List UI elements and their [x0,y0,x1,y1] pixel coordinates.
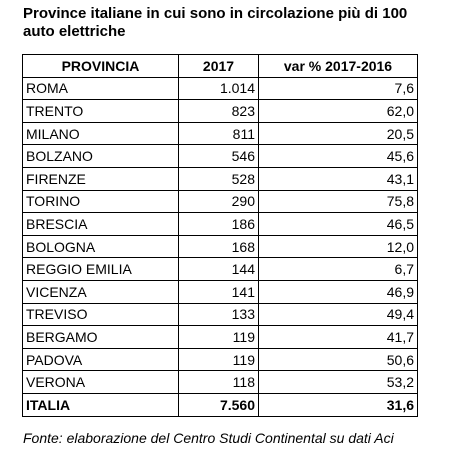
table-row: VICENZA 141 46,9 [22,279,418,304]
table-title: Province italiane in cui sono in circola… [23,5,408,40]
cell-provincia: BRESCIA [22,212,179,236]
cell-provincia: ITALIA [22,392,179,417]
cell-variation: 46,5 [258,212,418,236]
cell-2017: 119 [178,347,259,372]
table-row: ROMA 1.014 7,6 [22,76,418,101]
cell-provincia: BOLOGNA [22,234,179,259]
cell-provincia: MILANO [22,121,179,146]
cell-variation: 6,7 [258,257,418,281]
cell-provincia: PADOVA [22,347,179,372]
cell-variation: 7,6 [258,76,418,101]
cell-2017: 186 [178,212,259,236]
cell-provincia: TORINO [22,189,179,214]
column-header-variation: var % 2017-2016 [258,54,418,78]
cell-provincia: BOLZANO [22,144,179,168]
cell-provincia: ROMA [22,76,179,101]
table-header-row: PROVINCIA 2017 var % 2017-2016 [22,54,418,78]
table-row: TREVISO 133 49,4 [22,302,418,327]
cell-variation: 20,5 [258,121,418,146]
cell-2017: 168 [178,234,259,259]
cell-variation: 43,1 [258,166,418,191]
cell-2017: 823 [178,99,259,123]
cell-variation: 62,0 [258,99,418,123]
cell-2017: 144 [178,257,259,281]
source-note: Fonte: elaborazione del Centro Studi Con… [23,430,394,446]
cell-variation: 31,6 [258,392,418,417]
cell-variation: 46,9 [258,279,418,304]
cell-variation: 49,4 [258,302,418,327]
table-row: PADOVA 119 50,6 [22,347,418,372]
cell-2017: 141 [178,279,259,304]
table-row: TORINO 290 75,8 [22,189,418,214]
table-row: BOLOGNA 168 12,0 [22,234,418,259]
cell-provincia: TREVISO [22,302,179,327]
cell-provincia: REGGIO EMILIA [22,257,179,281]
cell-variation: 53,2 [258,370,418,394]
cell-2017: 546 [178,144,259,168]
column-header-2017: 2017 [178,54,259,78]
cell-provincia: FIRENZE [22,166,179,191]
cell-2017: 528 [178,166,259,191]
cell-2017: 119 [178,325,259,349]
cell-variation: 50,6 [258,347,418,372]
cell-variation: 12,0 [258,234,418,259]
cell-2017: 118 [178,370,259,394]
table-row: VERONA 118 53,2 [22,370,418,394]
cell-variation: 41,7 [258,325,418,349]
table-row: REGGIO EMILIA 144 6,7 [22,257,418,281]
cell-2017: 811 [178,121,259,146]
table-row: FIRENZE 528 43,1 [22,166,418,191]
cell-2017: 290 [178,189,259,214]
table-row: BOLZANO 546 45,6 [22,144,418,168]
table-row: TRENTO 823 62,0 [22,99,418,123]
cell-provincia: BERGAMO [22,325,179,349]
table-row: BRESCIA 186 46,5 [22,212,418,236]
cell-variation: 45,6 [258,144,418,168]
cell-provincia: VICENZA [22,279,179,304]
column-header-provincia: PROVINCIA [22,54,179,78]
cell-provincia: VERONA [22,370,179,394]
table-row: MILANO 811 20,5 [22,121,418,146]
table-row: BERGAMO 119 41,7 [22,325,418,349]
cell-2017: 133 [178,302,259,327]
cell-2017: 1.014 [178,76,259,101]
table-total-row: ITALIA 7.560 31,6 [22,392,418,417]
cell-2017: 7.560 [178,392,259,417]
data-table: PROVINCIA 2017 var % 2017-2016 ROMA 1.014… [22,54,418,417]
cell-provincia: TRENTO [22,99,179,123]
cell-variation: 75,8 [258,189,418,214]
